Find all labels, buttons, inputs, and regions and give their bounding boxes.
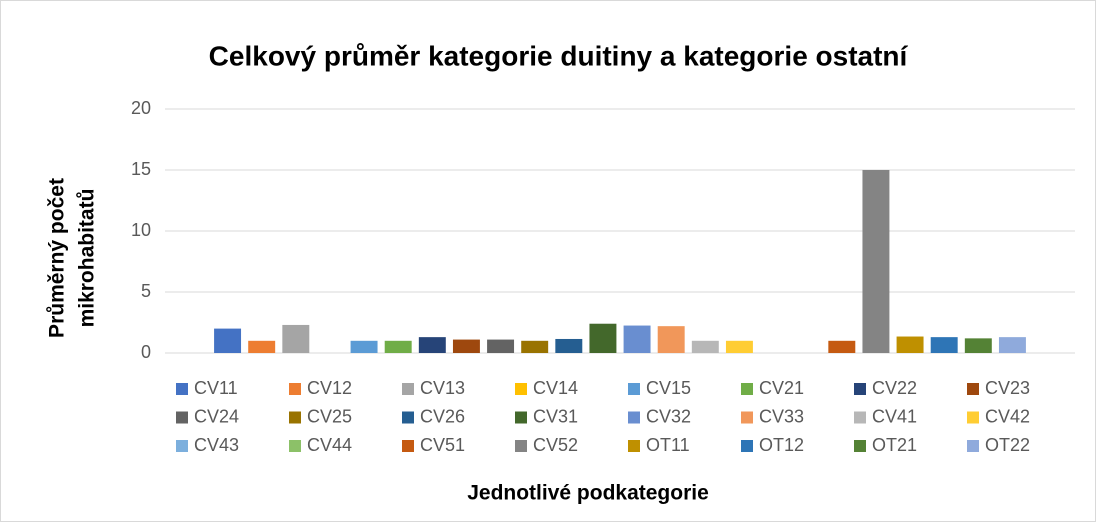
bar bbox=[623, 325, 651, 353]
legend-swatch bbox=[176, 411, 188, 424]
legend-swatch bbox=[967, 411, 979, 424]
legend-swatch bbox=[741, 411, 753, 424]
bar bbox=[896, 336, 924, 353]
legend-label: CV42 bbox=[985, 406, 1030, 426]
bar bbox=[418, 337, 446, 353]
legend-label: CV26 bbox=[420, 406, 465, 426]
legend-swatch bbox=[402, 411, 414, 424]
legend-swatch bbox=[515, 411, 527, 424]
legend-label: OT11 bbox=[646, 435, 690, 455]
legend-swatch bbox=[854, 383, 866, 395]
chart-title: Celkový průměr kategorie duitiny a kateg… bbox=[209, 40, 909, 71]
legend-swatch bbox=[741, 440, 753, 452]
legend-label: CV11 bbox=[194, 378, 238, 398]
bar bbox=[862, 170, 890, 353]
legend-swatch bbox=[176, 383, 188, 395]
legend-swatch bbox=[628, 383, 640, 395]
legend-swatch bbox=[515, 383, 527, 395]
legend-label: CV43 bbox=[194, 435, 239, 455]
legend-label: CV24 bbox=[194, 406, 239, 426]
legend-label: CV22 bbox=[872, 378, 917, 398]
bar bbox=[725, 340, 753, 353]
legend-label: OT22 bbox=[985, 435, 1030, 455]
legend-swatch bbox=[741, 383, 753, 395]
legend-label: CV51 bbox=[420, 435, 465, 455]
legend-swatch bbox=[967, 383, 979, 395]
legend-label: CV44 bbox=[307, 435, 352, 455]
bar bbox=[452, 339, 480, 353]
legend-swatch bbox=[402, 440, 414, 452]
bar bbox=[214, 328, 242, 353]
bar bbox=[487, 339, 515, 353]
bar bbox=[589, 323, 617, 353]
legend-label: CV14 bbox=[533, 378, 578, 398]
legend-label: CV41 bbox=[872, 406, 917, 426]
y-tick-label: 20 bbox=[131, 98, 151, 118]
legend-swatch bbox=[515, 440, 527, 452]
legend-swatch bbox=[289, 411, 301, 424]
legend-swatch bbox=[628, 411, 640, 424]
bar bbox=[930, 337, 958, 353]
bar bbox=[964, 338, 992, 353]
y-tick-label: 5 bbox=[141, 281, 151, 301]
bar bbox=[691, 340, 719, 353]
legend-label: CV33 bbox=[759, 406, 804, 426]
legend-swatch bbox=[176, 440, 188, 452]
y-tick-label: 0 bbox=[141, 342, 151, 362]
bar bbox=[384, 340, 412, 353]
legend-label: CV15 bbox=[646, 378, 691, 398]
bar bbox=[555, 338, 583, 353]
legend-swatch bbox=[967, 440, 979, 452]
legend-label: CV21 bbox=[759, 378, 804, 398]
bar bbox=[521, 340, 549, 353]
legend-label: OT12 bbox=[759, 435, 804, 455]
legend-label: CV52 bbox=[533, 435, 578, 455]
bar bbox=[248, 340, 276, 353]
legend-swatch bbox=[854, 411, 866, 424]
y-tick-label: 10 bbox=[131, 220, 151, 240]
bar bbox=[998, 337, 1026, 353]
legend-label: OT21 bbox=[872, 435, 917, 455]
legend-swatch bbox=[402, 383, 414, 395]
y-axis-title: mikrohabitatů bbox=[76, 189, 99, 328]
legend-label: CV13 bbox=[420, 378, 465, 398]
legend-label: CV32 bbox=[646, 406, 691, 426]
legend-swatch bbox=[854, 440, 866, 452]
bar bbox=[350, 340, 378, 353]
bar bbox=[657, 326, 685, 353]
y-axis-title: Průměrný počet bbox=[46, 178, 69, 338]
legend-label: CV23 bbox=[985, 378, 1030, 398]
legend-label: CV25 bbox=[307, 406, 352, 426]
legend-label: CV12 bbox=[307, 378, 352, 398]
bar bbox=[282, 324, 310, 353]
legend-label: CV31 bbox=[533, 406, 578, 426]
legend-swatch bbox=[289, 440, 301, 452]
legend-swatch bbox=[289, 383, 301, 395]
y-tick-label: 15 bbox=[131, 159, 151, 179]
bar bbox=[828, 340, 856, 353]
x-axis-title: Jednotlivé podkategorie bbox=[467, 482, 709, 505]
legend-swatch bbox=[628, 440, 640, 452]
